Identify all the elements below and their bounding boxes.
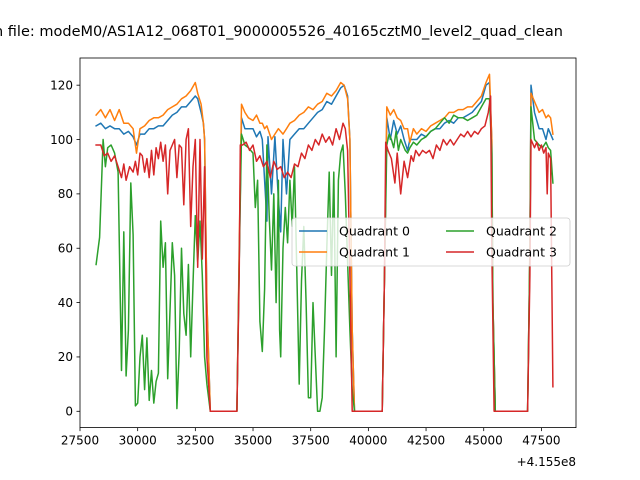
axes-frame (79, 57, 577, 429)
chart-title: n file: modeM0/AS1A12_068T01_9000005526_… (0, 24, 563, 40)
x-tick-label: 32500 (176, 434, 214, 448)
legend-box (291, 217, 571, 267)
x-tick-label: 42500 (407, 434, 445, 448)
x-tick-label: 27500 (61, 434, 99, 448)
plot-series-group (95, 73, 554, 413)
y-tick-label: 40 (58, 296, 73, 310)
legend-label-quadrant-0: Quadrant 0 (339, 224, 410, 239)
y-tick-label: 20 (58, 350, 73, 364)
y-axis-ticks: 0 20 40 60 80 100 120 (50, 78, 80, 419)
x-tick-label: 47500 (522, 434, 560, 448)
x-tick-label: 40000 (349, 434, 387, 448)
x-axis-offset-label: +4.155e8 (517, 455, 576, 469)
series-line-quadrant-2 (95, 98, 554, 413)
y-tick-label: 0 (65, 405, 73, 419)
y-tick-label: 100 (50, 133, 73, 147)
legend-label-quadrant-3: Quadrant 3 (486, 245, 557, 260)
y-tick-label: 60 (58, 242, 73, 256)
y-tick-label: 120 (50, 78, 73, 92)
y-tick-label: 80 (58, 187, 73, 201)
x-tick-label: 37500 (292, 434, 330, 448)
series-line-quadrant-1 (95, 73, 554, 413)
x-tick-label: 30000 (119, 434, 157, 448)
chart-legend: Quadrant 0 Quadrant 1 Quadrant 2 Quadrant 3 (291, 217, 571, 267)
legend-label-quadrant-1: Quadrant 1 (339, 245, 410, 260)
x-tick-label: 45000 (465, 434, 503, 448)
legend-label-quadrant-2: Quadrant 2 (486, 224, 557, 239)
series-line-quadrant-0 (95, 81, 554, 413)
series-line-quadrant-3 (95, 95, 554, 413)
x-tick-label: 35000 (234, 434, 272, 448)
x-axis-ticks: 27500 30000 32500 35000 37500 40000 42500 45000… (61, 427, 560, 448)
